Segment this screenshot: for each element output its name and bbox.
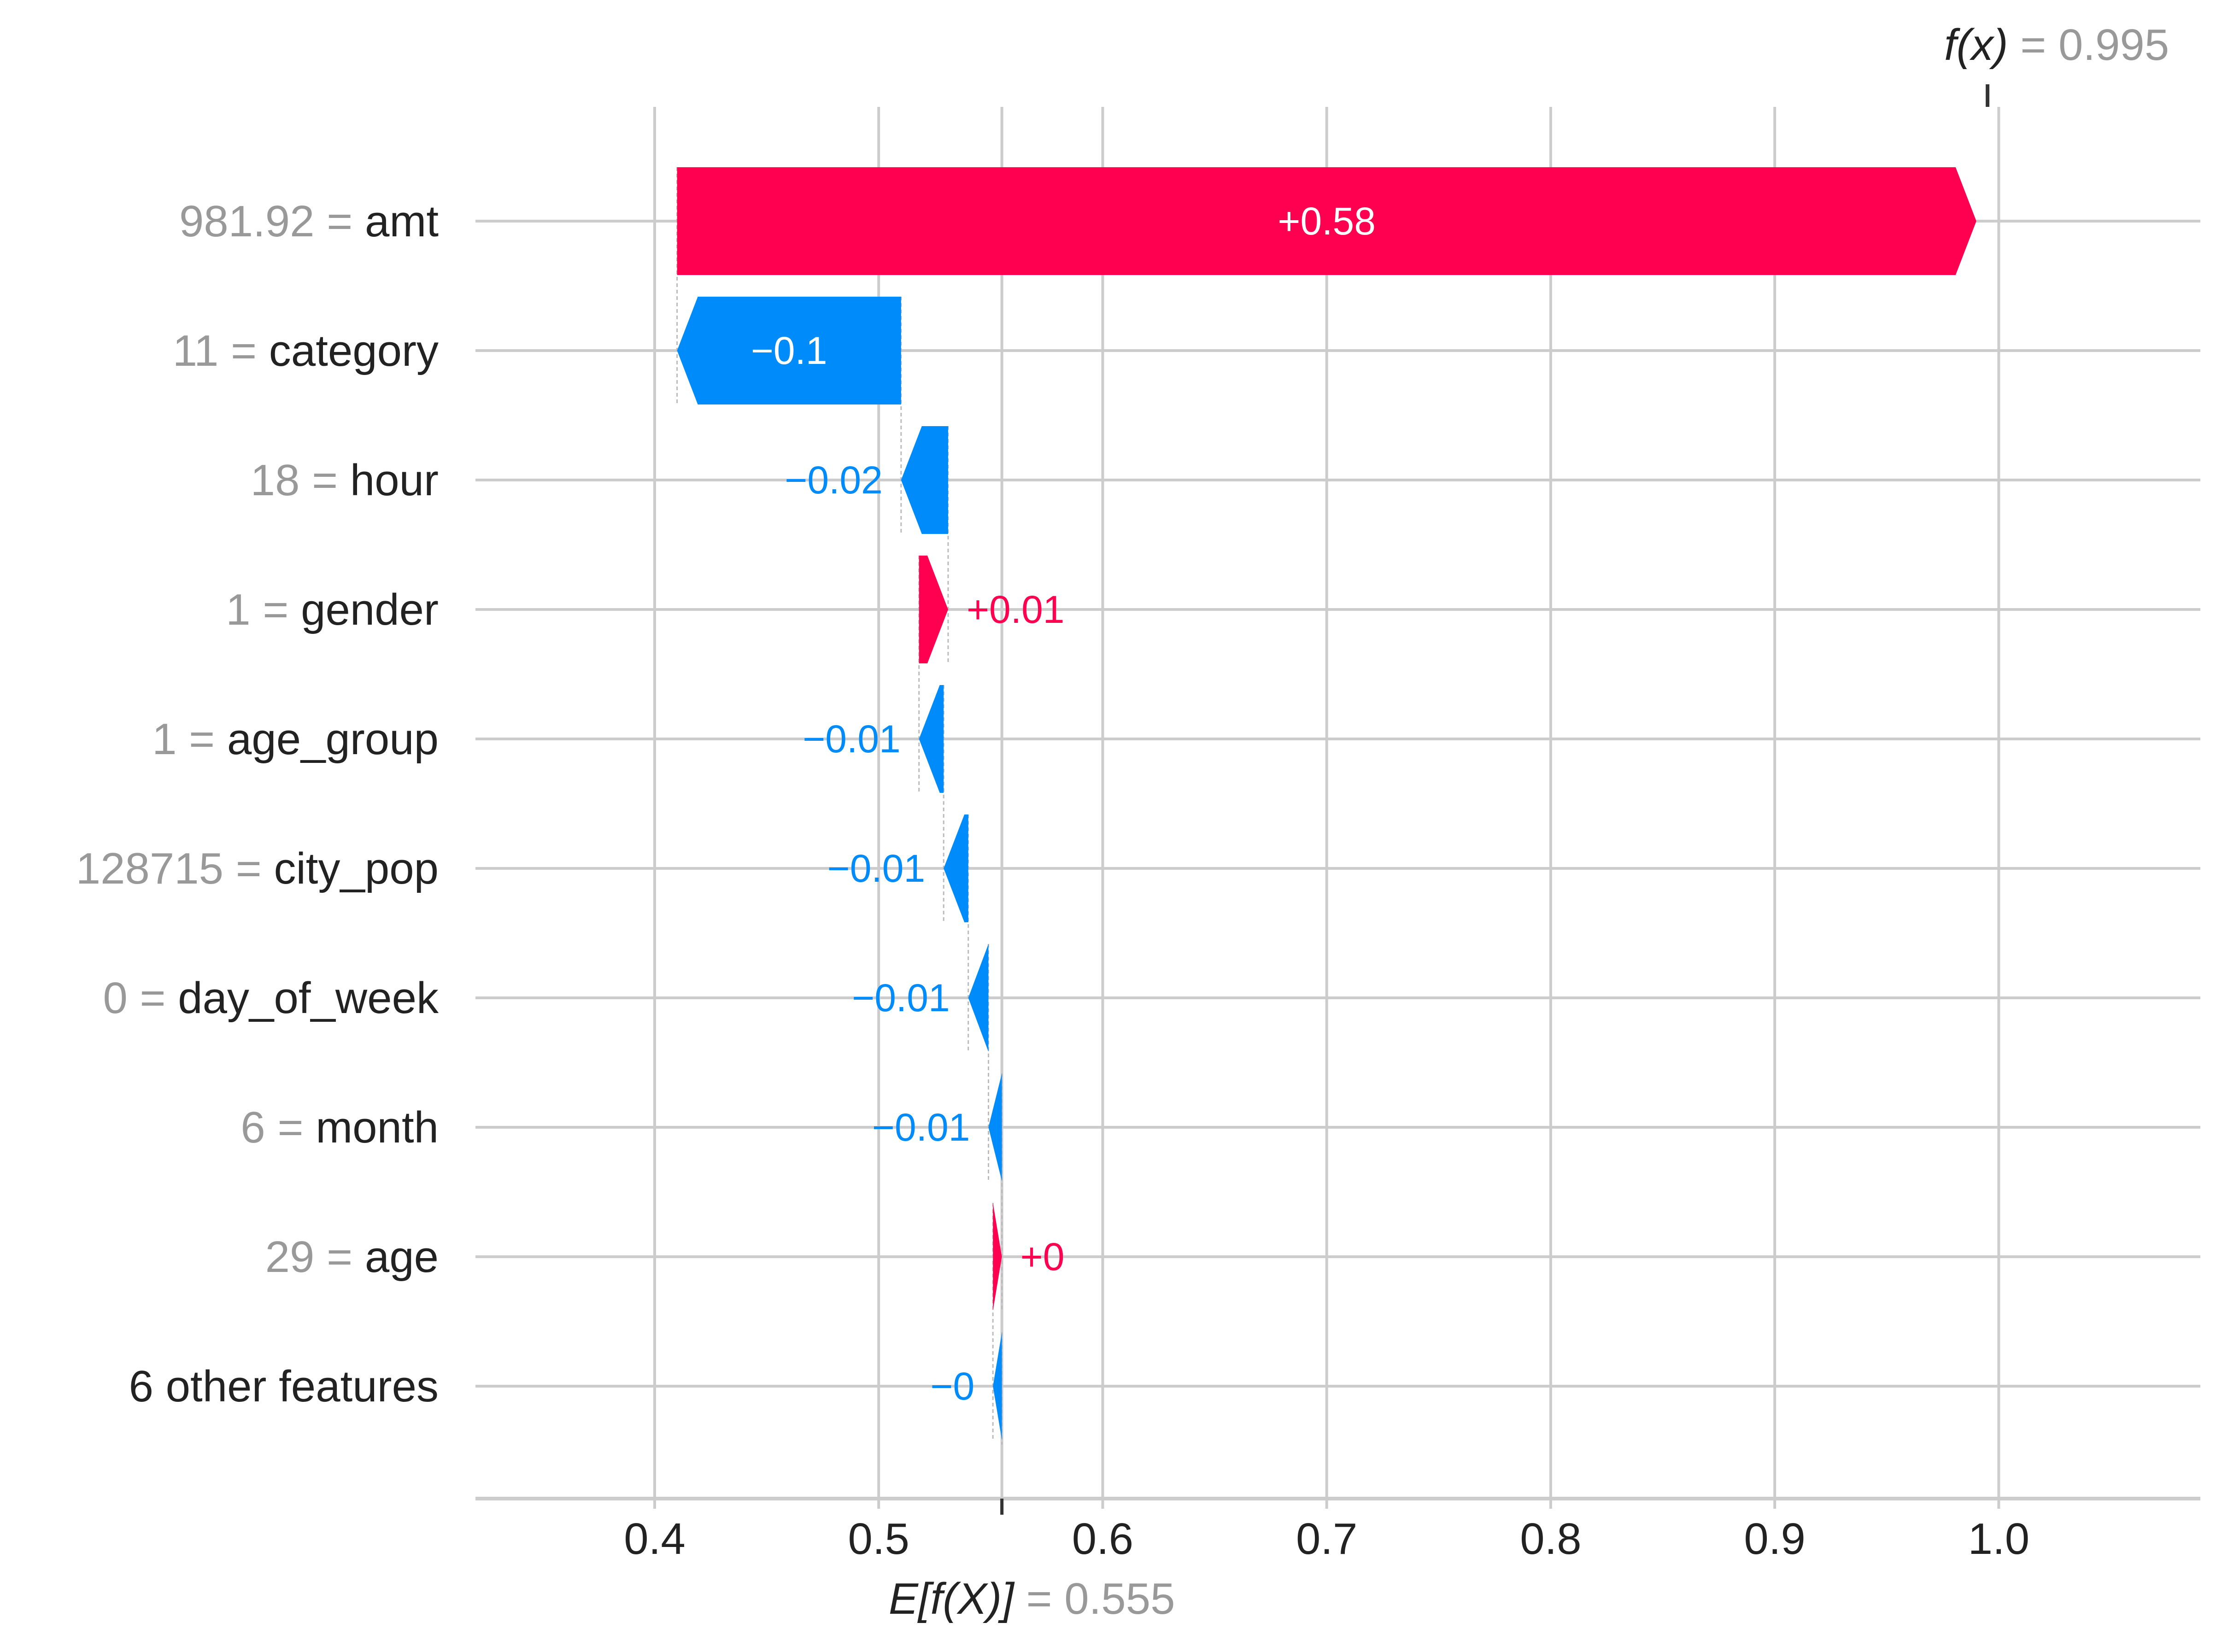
feature-name: age — [365, 1232, 439, 1282]
feature-name: hour — [350, 456, 439, 505]
feature-label-5: 128715 = city_pop — [76, 844, 439, 893]
bar-value-label-5: −0.01 — [827, 847, 926, 890]
feature-name: city_pop — [274, 844, 439, 893]
feature-label-6: 0 = day_of_week — [103, 973, 439, 1023]
x-tick-label-0: 0.4 — [624, 1514, 685, 1564]
feature-label-4: 1 = age_group — [152, 715, 439, 764]
bar-value-label-3: +0.01 — [967, 588, 1065, 631]
bar-value-label-6: −0.01 — [852, 976, 950, 1019]
feature-value: 11 — [173, 326, 219, 375]
feature-label-3: 1 = gender — [226, 585, 439, 634]
feature-value: 6 — [240, 1103, 265, 1152]
output-value-label: f(x) = 0.995 — [1944, 20, 2169, 70]
base-value-label: E[f(X)] = 0.555 — [889, 1574, 1175, 1623]
bar-6-other-features — [993, 1332, 1002, 1440]
bar-age — [993, 1203, 1002, 1311]
feature-value: 1 — [226, 585, 250, 634]
base-value-text: = 0.555 — [1014, 1574, 1175, 1623]
bar-value-label-4: −0.01 — [803, 717, 901, 761]
bar-category — [677, 297, 901, 404]
feature-name: age_group — [227, 715, 439, 764]
grid-layer — [475, 107, 2200, 1499]
feature-value: 0 — [103, 973, 127, 1023]
feature-name: amt — [365, 197, 439, 246]
x-tick-label-5: 0.9 — [1744, 1514, 1805, 1564]
feature-value: 29 — [265, 1232, 315, 1282]
bar-city-pop — [944, 814, 968, 922]
x-tick-label-4: 0.8 — [1520, 1514, 1581, 1564]
bars-layer — [676, 167, 1976, 1445]
bar-value-label-8: +0 — [1020, 1235, 1065, 1278]
x-tick-label-2: 0.6 — [1072, 1514, 1133, 1564]
feature-name: month — [316, 1103, 439, 1152]
bar-value-label-7: −0.01 — [872, 1106, 970, 1149]
x-tick-label-6: 1.0 — [1968, 1514, 2029, 1564]
bar-value-label-1: −0.1 — [751, 329, 827, 372]
x-tick-label-3: 0.7 — [1296, 1514, 1357, 1564]
bar-value-label-9: −0 — [930, 1365, 974, 1408]
feature-label-9: 6 other features — [129, 1362, 439, 1411]
bar-month — [988, 1073, 1002, 1181]
x-tick-label-1: 0.5 — [848, 1514, 909, 1564]
feature-label-8: 29 = age — [265, 1232, 439, 1282]
feature-value: 1 — [152, 715, 176, 764]
bar-amt — [677, 167, 1976, 275]
feature-value: 18 — [251, 456, 300, 505]
feature-value: 128715 — [76, 844, 223, 893]
feature-name: category — [269, 326, 439, 375]
base-value-name: E[f(X)] — [889, 1574, 1015, 1623]
feature-name: day_of_week — [178, 973, 439, 1023]
bar-age-group — [919, 685, 944, 793]
feature-label-0: 981.92 = amt — [179, 197, 439, 246]
labels-layer: +0.58 981.92 = amt −0.1 11 = category −0.02 1… — [76, 197, 1376, 1411]
output-value-name: f(x) — [1944, 20, 2008, 70]
bar-day-of-week — [968, 944, 989, 1052]
feature-name: 6 other features — [129, 1362, 439, 1411]
bar-gender — [919, 556, 948, 663]
feature-label-7: 6 = month — [240, 1103, 439, 1152]
bar-hour — [901, 426, 948, 534]
x-axis: 0.4 0.5 0.6 0.7 0.8 0.9 1.0 E[f(X)] = 0.555 f(x)… — [475, 20, 2200, 1623]
bar-value-label-0: +0.58 — [1278, 199, 1376, 243]
output-value-text: = 0.995 — [2008, 20, 2169, 70]
feature-label-2: 18 = hour — [251, 456, 439, 505]
bar-value-label-2: −0.02 — [785, 458, 883, 502]
feature-label-1: 11 = category — [173, 326, 439, 375]
feature-value: 981.92 — [179, 197, 315, 246]
feature-name: gender — [301, 585, 439, 634]
